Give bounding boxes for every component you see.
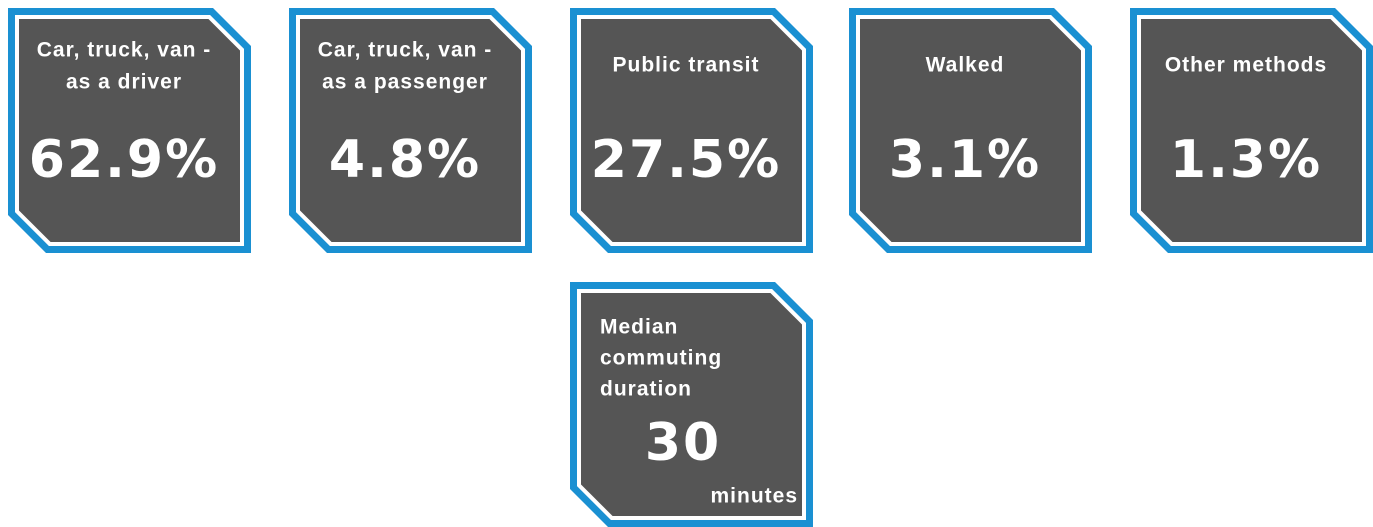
card-label: as a passenger xyxy=(322,70,488,94)
card-frame xyxy=(570,8,813,253)
card-value: 30 xyxy=(644,413,722,473)
card-frame xyxy=(849,8,1092,253)
card: Walked 3.1% xyxy=(849,8,1092,253)
card-shape xyxy=(860,19,1081,242)
card-label: duration xyxy=(600,377,692,401)
card-value: 4.8% xyxy=(328,130,482,190)
card-label: Walked xyxy=(925,53,1005,77)
card-shape xyxy=(1141,19,1362,242)
card-shape xyxy=(581,19,802,242)
card-shape xyxy=(581,293,802,516)
card-frame xyxy=(8,8,251,253)
card: Public transit 27.5% xyxy=(570,8,813,253)
card-shape xyxy=(300,19,521,242)
card-value: 3.1% xyxy=(888,130,1042,190)
card-label: commuting xyxy=(600,346,723,370)
card: Car, truck, van - as a driver 62.9% xyxy=(8,8,251,253)
card-frame xyxy=(1130,8,1373,253)
card-label: Other methods xyxy=(1164,53,1328,77)
card-label: as a driver xyxy=(65,70,183,94)
card-label: Car, truck, van - xyxy=(36,38,212,62)
card: Car, truck, van - as a passenger 4.8% xyxy=(289,8,532,253)
card: Median commuting duration 30 minutes xyxy=(570,282,813,527)
card-value: 1.3% xyxy=(1169,130,1323,190)
card: Other methods 1.3% xyxy=(1130,8,1373,253)
card-shape xyxy=(19,19,240,242)
card-unit: minutes xyxy=(710,484,798,508)
card-label: Median xyxy=(600,315,679,339)
card-label: Car, truck, van - xyxy=(317,38,493,62)
card-frame xyxy=(570,282,813,527)
card-value: 62.9% xyxy=(28,130,220,190)
card-label: Public transit xyxy=(612,53,760,77)
card-value: 27.5% xyxy=(590,130,782,190)
card-frame xyxy=(289,8,532,253)
